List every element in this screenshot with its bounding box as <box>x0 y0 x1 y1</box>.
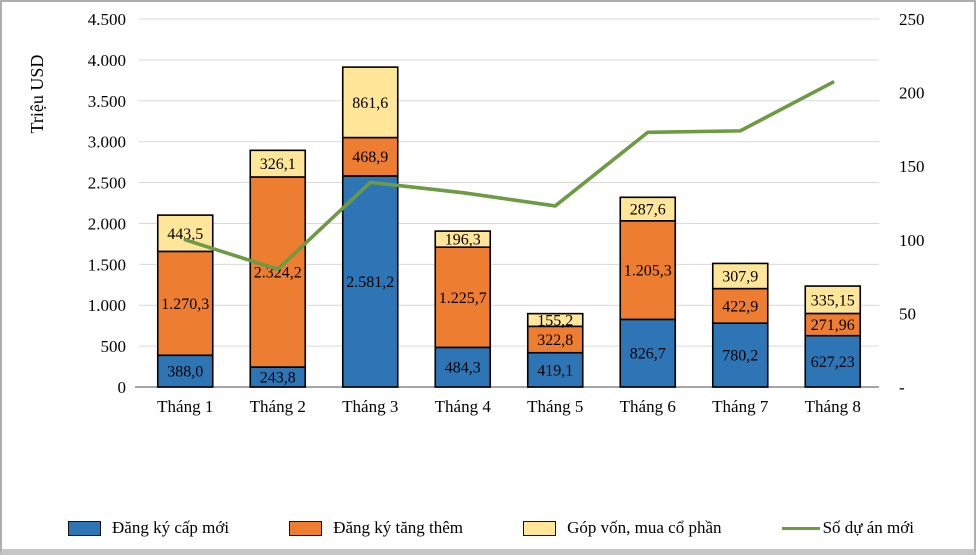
data-label: 826,7 <box>630 346 666 363</box>
y-left-tick-label: 2.000 <box>88 214 126 233</box>
y-left-tick-label: 500 <box>101 337 127 356</box>
data-label: 627,23 <box>811 354 855 371</box>
y-left-tick-label: 2.500 <box>88 174 126 193</box>
bar-segment-added <box>434 246 492 349</box>
bar-segment-new <box>619 318 677 388</box>
legend-label: Đăng ký tăng thêm <box>333 518 464 537</box>
y-left-tick-label: 1.500 <box>88 255 126 274</box>
bar-segment-capital <box>711 262 769 290</box>
data-label: 243,8 <box>260 370 296 387</box>
x-tick-label: Tháng 4 <box>435 397 492 416</box>
line-series-new-projects <box>183 80 835 272</box>
bar-segment-added <box>249 176 307 368</box>
x-tick-label: Tháng 7 <box>712 397 769 416</box>
y-right-tick-label: 50 <box>899 304 916 323</box>
legend-item-line: Số dự án mới <box>781 518 914 538</box>
x-tick-label: Tháng 3 <box>342 397 398 416</box>
data-label: 468,9 <box>352 149 388 166</box>
bar-segment-new <box>804 334 862 388</box>
x-tick-label: Tháng 5 <box>527 397 583 416</box>
data-label: 155,2 <box>537 312 573 329</box>
x-tick-label: Tháng 8 <box>805 397 861 416</box>
legend-label: Số dự án mới <box>822 518 914 537</box>
y-right-tick-label: - <box>899 378 905 397</box>
data-label: 443,5 <box>167 226 203 243</box>
legend-label: Đăng ký cấp mới <box>112 518 230 537</box>
data-label: 335,15 <box>811 292 855 309</box>
y-right-tick-label: 250 <box>899 10 925 29</box>
y-left-tick-label: 3.000 <box>88 133 126 152</box>
data-label: 2.581,2 <box>346 274 394 291</box>
legend-swatch-icon <box>523 520 557 536</box>
data-label: 307,9 <box>722 269 758 286</box>
bar-segment-capital <box>619 196 677 222</box>
x-tick-label: Tháng 6 <box>620 397 676 416</box>
data-label: 388,0 <box>167 364 203 381</box>
bar-segment-capital <box>804 285 862 315</box>
data-label: 2.324,2 <box>254 265 302 282</box>
y-right-tick-label: 200 <box>899 84 925 103</box>
data-label: 322,8 <box>537 332 573 349</box>
bar-segment-added <box>711 287 769 324</box>
y-right-tick-label: 150 <box>899 157 925 176</box>
legend-item-0: Đăng ký cấp mới <box>68 518 229 538</box>
y-left-tick-label: 1.000 <box>88 296 126 315</box>
x-tick-label: Tháng 1 <box>157 397 213 416</box>
data-label: 861,6 <box>352 95 388 112</box>
data-label: 422,9 <box>722 298 758 315</box>
bar-segment-added <box>526 325 584 354</box>
legend-line-swatch-icon <box>781 526 820 530</box>
data-label: 287,6 <box>630 202 666 219</box>
legend-swatch-icon <box>289 520 323 536</box>
bar-segment-new <box>711 322 769 388</box>
legend-label: Góp vốn, mua cổ phần <box>567 518 722 537</box>
y-left-tick-label: 4.000 <box>88 51 126 70</box>
bar-segment-capital <box>249 149 307 178</box>
bar-segment-new <box>341 175 399 388</box>
bar-segment-capital <box>526 312 584 328</box>
legend-item-1: Đăng ký tăng thêm <box>289 518 463 538</box>
data-label: 484,3 <box>445 360 481 377</box>
data-label: 326,1 <box>260 156 296 173</box>
chart-canvas: 4.500 4.000 3.500 3.000 2.500 2.000 1.500 1.000… <box>88 10 925 416</box>
x-tick-label: Tháng 2 <box>250 397 306 416</box>
data-label: 271,96 <box>811 317 855 334</box>
legend-item-2: Góp vốn, mua cổ phần <box>523 518 722 538</box>
bar-segment-new <box>434 346 492 388</box>
bar-segment-capital <box>341 66 399 139</box>
y-left-tick-label: 4.500 <box>88 10 126 29</box>
data-label: 780,2 <box>722 348 758 365</box>
data-label: 1.205,3 <box>624 263 672 280</box>
bar-segment-added <box>341 136 399 177</box>
data-label: 1.225,7 <box>439 290 487 307</box>
y-right-tick-label: 100 <box>899 231 925 250</box>
y-left-tick-label: 0 <box>118 378 127 397</box>
data-label: 196,3 <box>445 232 481 249</box>
bar-segment-capital <box>434 230 492 248</box>
data-label: 419,1 <box>537 362 573 379</box>
data-label: 1.270,3 <box>161 296 209 313</box>
legend-swatch-icon <box>68 520 101 536</box>
chart-legend: Đăng ký cấp mới Đăng ký tăng thêm Góp vốn,… <box>68 508 914 548</box>
y-left-tick-label: 3.500 <box>88 92 126 111</box>
y-axis-title: Triệu USD <box>27 54 47 134</box>
